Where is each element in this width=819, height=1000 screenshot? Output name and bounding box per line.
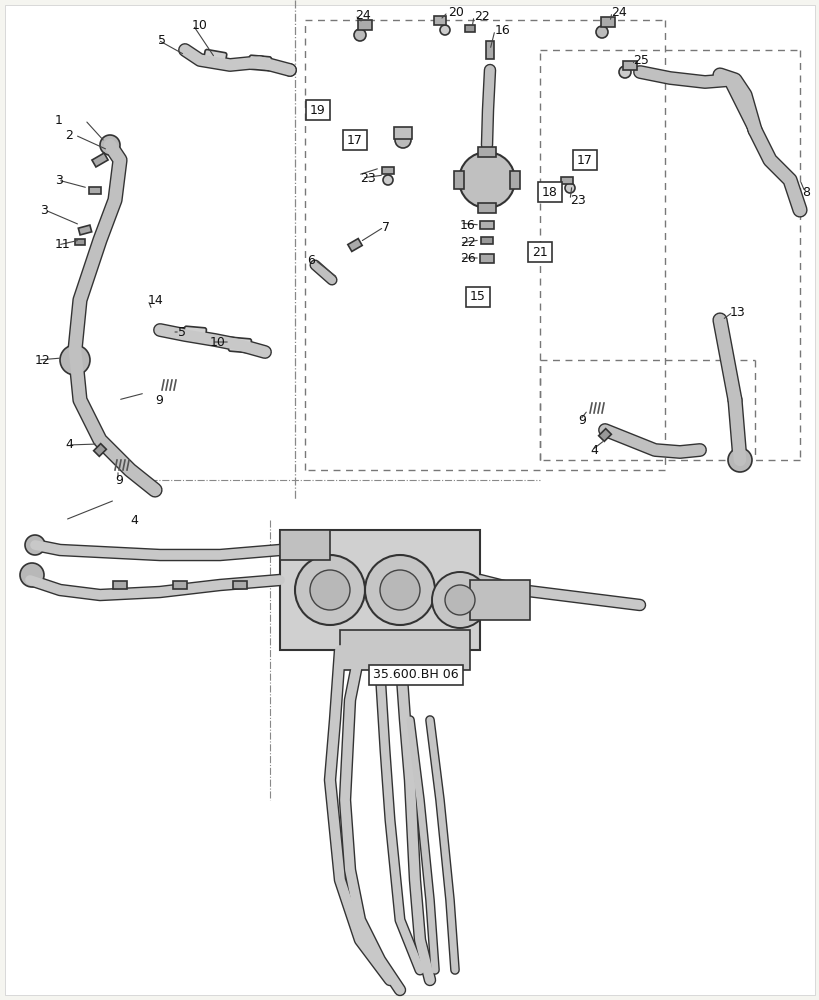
Text: 9: 9 xyxy=(577,414,585,426)
Bar xyxy=(454,171,464,189)
Bar xyxy=(469,580,529,620)
Circle shape xyxy=(20,563,44,587)
Text: 25: 25 xyxy=(632,54,648,67)
Text: 24: 24 xyxy=(610,6,626,19)
Circle shape xyxy=(379,570,419,610)
Text: 23: 23 xyxy=(569,194,585,207)
Bar xyxy=(279,530,479,650)
Bar xyxy=(509,171,519,189)
Text: 14: 14 xyxy=(147,294,164,306)
Bar xyxy=(75,239,85,245)
Text: 8: 8 xyxy=(801,186,809,199)
Circle shape xyxy=(100,135,120,155)
Text: 21: 21 xyxy=(532,245,547,258)
Circle shape xyxy=(382,175,392,185)
Text: 24: 24 xyxy=(355,9,370,22)
Circle shape xyxy=(283,64,296,76)
Bar xyxy=(464,25,474,32)
Text: 9: 9 xyxy=(155,393,163,406)
Text: 1: 1 xyxy=(55,114,63,127)
Circle shape xyxy=(60,345,90,375)
Text: 4: 4 xyxy=(130,514,138,526)
Circle shape xyxy=(564,183,574,193)
Text: 3: 3 xyxy=(55,174,63,187)
Circle shape xyxy=(432,572,487,628)
Circle shape xyxy=(595,26,607,38)
Circle shape xyxy=(354,29,365,41)
Circle shape xyxy=(445,585,474,615)
Bar xyxy=(233,581,247,589)
Text: 15: 15 xyxy=(469,290,486,304)
Text: 22: 22 xyxy=(459,236,475,249)
Text: 3: 3 xyxy=(40,204,48,217)
Bar xyxy=(598,429,611,441)
Text: 35.600.BH 06: 35.600.BH 06 xyxy=(373,668,459,682)
Text: 4: 4 xyxy=(65,438,73,452)
Text: 10: 10 xyxy=(210,336,225,349)
Text: 10: 10 xyxy=(192,19,208,32)
Text: 17: 17 xyxy=(346,134,363,147)
Bar xyxy=(279,530,329,560)
Text: 23: 23 xyxy=(360,172,375,185)
Circle shape xyxy=(459,152,514,208)
Circle shape xyxy=(25,535,45,555)
Text: 4: 4 xyxy=(590,444,597,456)
Bar xyxy=(340,630,469,670)
Bar xyxy=(477,203,495,213)
Text: 6: 6 xyxy=(306,253,314,266)
FancyBboxPatch shape xyxy=(183,326,206,342)
Bar xyxy=(393,127,411,139)
Text: 22: 22 xyxy=(473,10,489,23)
FancyBboxPatch shape xyxy=(203,49,227,67)
Text: 5: 5 xyxy=(178,326,186,338)
Text: 2: 2 xyxy=(65,129,73,142)
FancyBboxPatch shape xyxy=(248,55,271,71)
Bar xyxy=(92,153,108,167)
Bar xyxy=(622,61,636,70)
Text: 9: 9 xyxy=(115,474,123,487)
Text: 16: 16 xyxy=(459,219,475,232)
Bar xyxy=(481,236,492,243)
Circle shape xyxy=(295,555,364,625)
Bar xyxy=(477,147,495,157)
Bar xyxy=(433,16,446,25)
Text: 13: 13 xyxy=(729,306,744,318)
Bar xyxy=(347,239,362,251)
Text: 18: 18 xyxy=(541,186,557,199)
Text: 16: 16 xyxy=(495,24,510,37)
Bar xyxy=(382,167,393,174)
Bar xyxy=(89,187,101,194)
Bar xyxy=(78,225,92,235)
Bar xyxy=(358,20,372,30)
Text: 26: 26 xyxy=(459,251,475,264)
Circle shape xyxy=(364,555,434,625)
Circle shape xyxy=(727,448,751,472)
Bar xyxy=(93,444,106,456)
Circle shape xyxy=(395,132,410,148)
Circle shape xyxy=(618,66,631,78)
Bar xyxy=(113,581,127,589)
Text: 17: 17 xyxy=(577,154,592,167)
Text: 20: 20 xyxy=(447,6,464,19)
FancyBboxPatch shape xyxy=(229,337,251,353)
Text: 12: 12 xyxy=(35,354,51,366)
Bar xyxy=(486,41,493,59)
Bar xyxy=(560,177,572,184)
Text: 19: 19 xyxy=(310,104,325,117)
Circle shape xyxy=(440,25,450,35)
Bar xyxy=(600,17,614,27)
Bar xyxy=(479,253,493,262)
Text: 11: 11 xyxy=(55,238,70,251)
Text: 7: 7 xyxy=(382,221,390,234)
Bar xyxy=(479,221,493,229)
Text: 5: 5 xyxy=(158,34,165,47)
Bar xyxy=(173,581,187,589)
Circle shape xyxy=(310,570,350,610)
